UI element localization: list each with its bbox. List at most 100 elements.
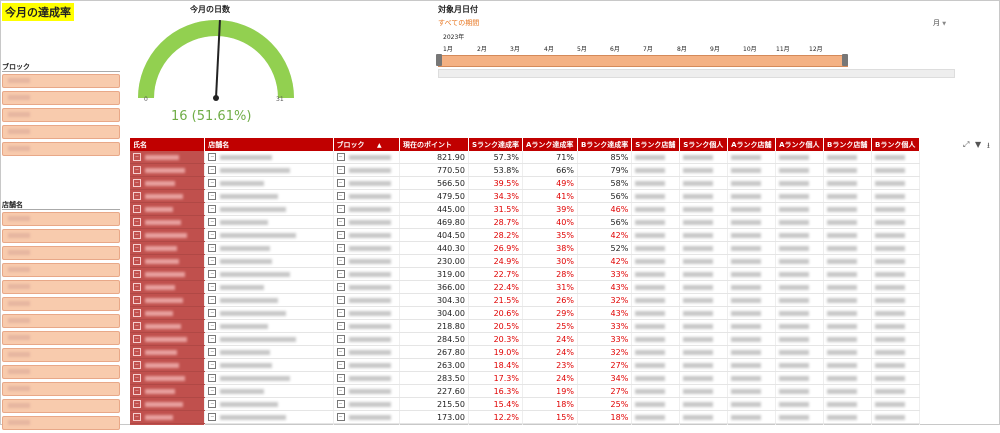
timeline-month[interactable]: 7月 xyxy=(643,46,653,53)
expand-row-icon[interactable]: − xyxy=(336,218,345,226)
table-row[interactable]: − − −173.00 12.2% 15% 18% xyxy=(130,410,920,424)
column-header[interactable]: ブロック ▲ xyxy=(333,138,401,151)
store-slicer-item[interactable] xyxy=(2,399,120,413)
expand-row-icon[interactable]: − xyxy=(336,400,345,408)
table-row[interactable]: − − − 469.80 28.7% 40% 56% xyxy=(130,215,920,229)
expand-row-icon[interactable]: − xyxy=(133,322,141,330)
expand-row-icon[interactable]: − xyxy=(208,335,217,343)
cell-name[interactable]: − xyxy=(130,151,206,164)
cell-block[interactable]: − xyxy=(333,410,401,424)
expand-icon[interactable]: ⤢ xyxy=(963,140,970,149)
expand-row-icon[interactable]: − xyxy=(133,413,141,421)
cell-store[interactable]: − xyxy=(204,215,334,229)
cell-block[interactable]: − xyxy=(333,163,401,177)
cell-name[interactable]: − xyxy=(130,176,206,190)
store-slicer-item[interactable] xyxy=(2,331,120,345)
cell-name[interactable]: − xyxy=(130,202,206,216)
table-row[interactable]: − − − 304.30 21.5% 26% 32% xyxy=(130,293,920,307)
expand-row-icon[interactable]: − xyxy=(336,166,345,174)
cell-name[interactable]: − xyxy=(130,345,206,359)
cell-block[interactable]: − xyxy=(333,215,401,229)
cell-name[interactable]: − xyxy=(130,397,206,411)
expand-row-icon[interactable]: − xyxy=(208,387,217,395)
cell-store[interactable]: − xyxy=(204,176,334,190)
cell-name[interactable]: − xyxy=(130,280,206,294)
expand-row-icon[interactable]: − xyxy=(133,231,141,239)
cell-name[interactable]: − xyxy=(130,293,206,307)
expand-row-icon[interactable]: − xyxy=(133,166,141,174)
cell-name[interactable]: − xyxy=(130,228,206,242)
table-row[interactable]: − − − 263.00 18.4% 23% 27% xyxy=(130,358,920,372)
granularity-select[interactable]: 月 ▼ xyxy=(933,18,946,28)
timeline-month[interactable]: 3月 xyxy=(510,46,520,53)
table-row[interactable]: − − − 218.80 20.5% 25% 33% xyxy=(130,319,920,333)
expand-row-icon[interactable]: − xyxy=(133,257,141,265)
column-header[interactable]: Aランク達成率 xyxy=(522,138,578,151)
cell-block[interactable]: − xyxy=(333,423,401,425)
table-row[interactable]: − − − 821.90 57.3% 71% 85% xyxy=(130,151,920,164)
cell-block[interactable]: − xyxy=(333,397,401,411)
expand-row-icon[interactable]: − xyxy=(208,361,217,369)
column-header[interactable]: 現在のポイント xyxy=(399,138,469,151)
block-slicer-item[interactable] xyxy=(2,91,120,105)
table-row[interactable]: − − − 366.00 22.4% 31% 43% xyxy=(130,280,920,294)
cell-block[interactable]: − xyxy=(333,151,401,164)
timeline-month[interactable]: 10月 xyxy=(743,46,757,53)
expand-row-icon[interactable]: − xyxy=(133,400,141,408)
all-periods-link[interactable]: すべての期間 xyxy=(438,19,480,27)
cell-store[interactable]: − xyxy=(204,397,334,411)
cell-store[interactable]: − xyxy=(204,254,334,268)
table-row[interactable]: − − − 227.60 16.3% 19% 27% xyxy=(130,384,920,398)
cell-store[interactable]: − xyxy=(204,293,334,307)
expand-row-icon[interactable]: − xyxy=(208,309,217,317)
export-icon[interactable]: ⭳ xyxy=(987,141,990,150)
expand-row-icon[interactable]: − xyxy=(208,283,217,291)
cell-store[interactable]: − xyxy=(204,410,334,424)
cell-name[interactable]: − xyxy=(130,189,206,203)
expand-row-icon[interactable]: − xyxy=(133,205,141,213)
cell-block[interactable]: − xyxy=(333,319,401,333)
expand-row-icon[interactable]: − xyxy=(336,153,345,161)
store-slicer-item[interactable] xyxy=(2,416,120,430)
expand-row-icon[interactable]: − xyxy=(208,257,217,265)
expand-row-icon[interactable]: − xyxy=(208,413,217,421)
cell-store[interactable]: − xyxy=(204,228,334,242)
timeline-month[interactable]: 12月 xyxy=(809,46,823,53)
store-slicer-item[interactable] xyxy=(2,246,120,260)
column-header[interactable]: Sランク達成率 xyxy=(468,138,524,151)
store-slicer-item[interactable] xyxy=(2,297,120,311)
column-header[interactable]: Sランク個人 xyxy=(679,138,729,151)
cell-block[interactable]: − xyxy=(333,189,401,203)
cell-store[interactable]: − xyxy=(204,151,334,164)
expand-row-icon[interactable]: − xyxy=(208,374,217,382)
cell-block[interactable]: − xyxy=(333,280,401,294)
table-row[interactable]: − − − 283.50 17.3% 24% 34% xyxy=(130,371,920,385)
cell-name[interactable]: − xyxy=(130,410,206,424)
expand-row-icon[interactable]: − xyxy=(133,296,141,304)
expand-row-icon[interactable]: − xyxy=(336,231,345,239)
timeline-month[interactable]: 2月 xyxy=(477,46,487,53)
expand-row-icon[interactable]: − xyxy=(336,192,345,200)
expand-row-icon[interactable]: − xyxy=(133,387,141,395)
cell-name[interactable]: − xyxy=(130,215,206,229)
column-header[interactable]: Aランク店舗 xyxy=(727,138,777,151)
expand-row-icon[interactable]: − xyxy=(133,283,141,291)
cell-block[interactable]: − xyxy=(333,332,401,346)
expand-row-icon[interactable]: − xyxy=(336,309,345,317)
timeline-scrollbar[interactable] xyxy=(438,69,955,78)
table-row[interactable]: − − − 440.30 26.9% 38% 52% xyxy=(130,241,920,255)
cell-name[interactable]: − xyxy=(130,241,206,255)
cell-store[interactable]: − xyxy=(204,371,334,385)
column-header[interactable]: 店舗名 xyxy=(204,138,334,151)
expand-row-icon[interactable]: − xyxy=(133,335,141,343)
column-header[interactable]: Bランク店舗 xyxy=(823,138,872,151)
cell-store[interactable]: − xyxy=(204,241,334,255)
expand-row-icon[interactable]: − xyxy=(208,322,217,330)
store-slicer-item[interactable] xyxy=(2,280,120,294)
block-slicer-item[interactable] xyxy=(2,142,120,156)
table-row[interactable]: − − − 284.50 20.3% 24% 33% xyxy=(130,332,920,346)
expand-row-icon[interactable]: − xyxy=(336,270,345,278)
cell-name[interactable]: − xyxy=(130,384,206,398)
cell-store[interactable]: − xyxy=(204,189,334,203)
